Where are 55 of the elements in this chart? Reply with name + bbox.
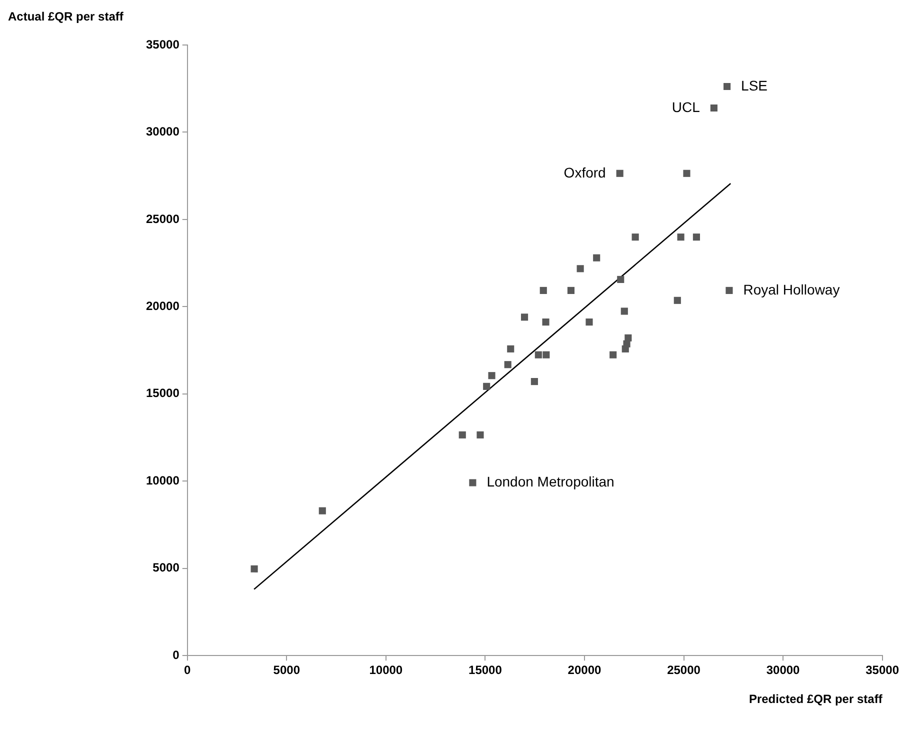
- x-tick-label: 10000: [369, 663, 403, 678]
- y-tick-label: 25000: [146, 212, 180, 226]
- x-tick-label: 0: [184, 663, 192, 678]
- y-tick-label: 35000: [146, 37, 180, 52]
- point: [576, 265, 584, 272]
- point: [683, 170, 690, 177]
- annotation: Royal Holloway: [743, 281, 840, 298]
- point: [610, 351, 617, 358]
- point: [542, 318, 550, 326]
- point: [620, 308, 628, 315]
- x-tick-label: 5000: [273, 663, 300, 678]
- point: [504, 361, 512, 368]
- x-tick-label: 25000: [667, 663, 701, 678]
- point: [674, 296, 681, 304]
- x-tick-label: 30000: [766, 663, 800, 678]
- point: [677, 234, 684, 241]
- y-tick-label: 0: [172, 648, 180, 662]
- point: [488, 372, 496, 380]
- y-tick-label: 10000: [146, 473, 180, 488]
- x-tick-label: 35000: [866, 663, 900, 678]
- point: [586, 318, 593, 326]
- point: [469, 479, 476, 486]
- annotation: LSE: [741, 77, 768, 94]
- y-tick-label: 15000: [146, 386, 180, 400]
- point: [616, 170, 624, 177]
- annotation: UCL: [672, 98, 700, 115]
- point: [520, 314, 528, 321]
- point: [632, 234, 639, 241]
- point: [250, 565, 258, 572]
- point: [724, 82, 731, 90]
- point: [692, 234, 700, 241]
- point: [726, 286, 733, 294]
- point: [540, 286, 547, 294]
- y-tick-label: 5000: [152, 560, 180, 575]
- point: [710, 104, 718, 112]
- x-tick-label: 15000: [468, 663, 502, 678]
- x-axis-title: Predicted £QR per staff: [748, 692, 884, 706]
- point: [567, 286, 575, 294]
- point: [624, 334, 632, 342]
- point: [483, 382, 490, 390]
- point: [534, 351, 542, 358]
- point: [542, 351, 550, 358]
- point: [318, 507, 326, 514]
- point: [458, 431, 466, 438]
- y-tick-label: 30000: [146, 124, 180, 139]
- point: [476, 431, 484, 438]
- point: [530, 378, 538, 386]
- y-tick-label: 20000: [146, 299, 180, 313]
- point: [507, 345, 514, 352]
- y-axis-title: Actual £QR per staff: [8, 9, 124, 24]
- point: [593, 254, 600, 262]
- annotation: Oxford: [564, 164, 606, 180]
- x-tick-label: 20000: [568, 663, 602, 678]
- annotation: London Metropolitan: [486, 474, 614, 490]
- point: [617, 276, 624, 284]
